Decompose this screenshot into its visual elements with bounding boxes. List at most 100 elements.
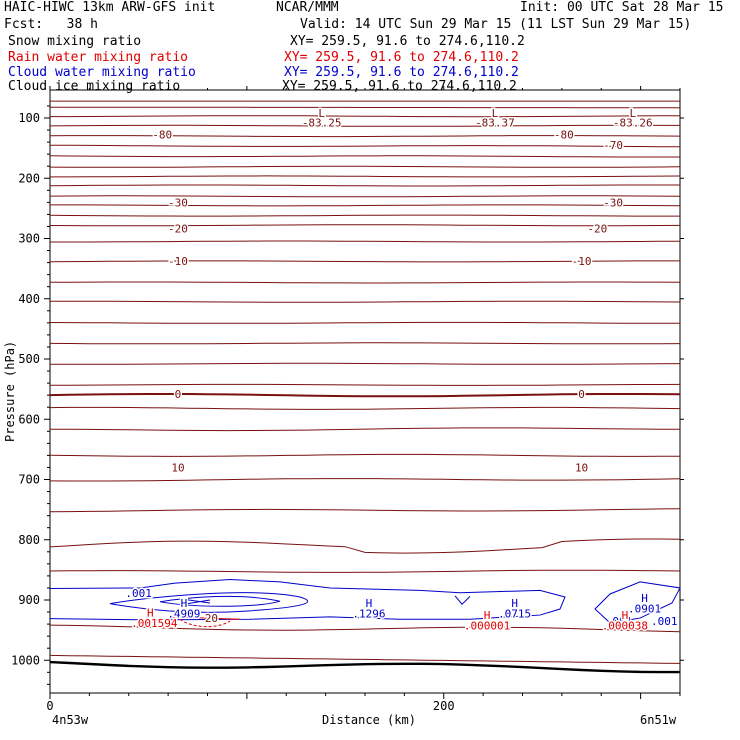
- isotherm-line: [49, 393, 681, 398]
- y-tick-label: 700: [18, 473, 40, 487]
- x-tick-label: 200: [433, 699, 455, 713]
- isotherm-label: -80: [152, 128, 172, 141]
- isotherm-line: [49, 383, 681, 386]
- isotherm-line: [49, 508, 681, 513]
- cloud-water-contour: [179, 598, 211, 606]
- cloud-water-max-value: .1296: [352, 607, 385, 620]
- cloud-water-max-symbol: H: [511, 597, 518, 610]
- isotherm-line: [49, 165, 681, 168]
- isotherm-line: [49, 144, 681, 148]
- isotherm-line: [50, 300, 681, 303]
- y-tick-label: 500: [18, 352, 40, 366]
- field-name-cloud-water: Cloud water mixing ratio: [8, 65, 196, 80]
- isotherm-line: [49, 155, 680, 158]
- isotherm-line: [50, 175, 681, 178]
- cloud-water-contour-label: .001: [606, 615, 633, 628]
- isotherm-line: [49, 135, 681, 138]
- isotherm-line: [49, 195, 681, 198]
- rain-water-max-symbol: H: [622, 609, 629, 622]
- isotherm-label: -30: [603, 196, 623, 209]
- x-right-location: 6n51w: [640, 713, 677, 727]
- y-tick-label: 400: [18, 292, 40, 306]
- isotherm-line: [49, 624, 681, 633]
- low-value: -83.26: [613, 116, 653, 129]
- isotherm-line: [49, 224, 681, 227]
- isotherm-line: [49, 427, 680, 432]
- low-symbol: L: [318, 107, 325, 120]
- model-title: HAIC-HIWC 13km ARW-GFS init: [4, 0, 216, 15]
- isotherm-line: [49, 281, 681, 284]
- isotherm-label: -70: [603, 139, 623, 152]
- forecast-hour: Fcst: 38 h: [4, 17, 98, 32]
- cloud-water-max-symbol: H: [181, 597, 188, 610]
- field-name-rain: Rain water mixing ratio: [8, 50, 189, 65]
- rain-water-contour: [179, 618, 231, 628]
- isotherm-label: -30: [168, 196, 188, 209]
- field-xy-snow: XY= 259.5, 91.6 to 274.6,110.2: [290, 34, 525, 49]
- init-time: Init: 00 UTC Sat 28 Mar 15: [520, 0, 724, 15]
- cloud-water-contour: [109, 592, 308, 613]
- isotherm-label: 0: [578, 388, 585, 401]
- cloud-water-contour: [594, 581, 681, 624]
- cloud-water-max-value: .0715: [498, 607, 531, 620]
- isotherm-label: 20: [205, 612, 218, 625]
- isotherm-line: [49, 478, 681, 482]
- isotherm-line: [50, 362, 681, 365]
- isotherm-line: [49, 538, 681, 554]
- y-tick-label: 100: [18, 111, 40, 125]
- rain-water-max-value: .000001: [464, 619, 510, 632]
- y-tick-label: 300: [18, 232, 40, 246]
- field-name-snow: Snow mixing ratio: [8, 34, 142, 49]
- isotherm-line: [49, 453, 681, 457]
- isotherm-line: [49, 660, 680, 674]
- isotherm-label: 10: [575, 461, 588, 474]
- x-left-location: 4n53w: [52, 713, 89, 727]
- isotherm-line: [49, 342, 681, 345]
- isotherm-label: -10: [168, 255, 188, 268]
- isotherm-line: [49, 569, 681, 573]
- isotherm-line: [50, 115, 681, 118]
- rain-water-max-value: .001594: [131, 617, 178, 630]
- isotherm-label: -80: [554, 128, 574, 141]
- isotherm-line: [50, 204, 681, 207]
- cloud-water-max-symbol: H: [641, 592, 648, 605]
- cloud-water-max-value: .4909: [167, 607, 200, 620]
- y-axis-label: Pressure (hPa): [3, 341, 17, 442]
- isotherm-line: [50, 106, 681, 109]
- field-xy-rain: XY= 259.5, 91.6 to 274.6,110.2: [284, 50, 519, 65]
- isotherm-line: [49, 214, 680, 217]
- y-tick-label: 800: [18, 533, 40, 547]
- isotherm-label: 0: [175, 388, 182, 401]
- isotherm-line: [49, 406, 681, 410]
- y-tick-label: 900: [18, 593, 40, 607]
- isotherm-label: -10: [572, 255, 592, 268]
- isotherm-line: [49, 184, 680, 187]
- y-tick-label: 600: [18, 412, 40, 426]
- low-symbol: L: [629, 107, 636, 120]
- low-symbol: L: [492, 107, 499, 120]
- isotherm-line: [49, 321, 680, 324]
- isotherm-line: [49, 260, 680, 263]
- x-tick-label: 0: [46, 699, 53, 713]
- x-axis-label: Distance (km): [322, 713, 416, 727]
- cloud-water-max-symbol: H: [366, 597, 373, 610]
- cloud-water-contour-label: .001: [125, 587, 152, 600]
- low-value: -83.37: [475, 116, 515, 129]
- rain-water-max-symbol: H: [147, 607, 154, 620]
- rain-water-max-value: .000038: [602, 619, 648, 632]
- institution-label: NCAR/MMM: [276, 0, 339, 15]
- y-tick-label: 200: [18, 171, 40, 185]
- isotherm-label: -20: [168, 222, 188, 235]
- cloud-water-max-value: .0901: [628, 602, 661, 615]
- field-xy-cloud-water: XY= 259.5, 91.6 to 274.6,110.2: [284, 65, 519, 80]
- cloud-water-contour: [454, 595, 471, 605]
- isotherm-line: [50, 240, 681, 243]
- rain-water-contour: [169, 616, 241, 620]
- low-value: -83.25: [302, 116, 342, 129]
- isotherm-label: 10: [171, 461, 184, 474]
- isotherm-line: [49, 654, 681, 664]
- isotherm-line: [49, 124, 680, 127]
- cloud-water-contour: [49, 579, 566, 621]
- rain-water-max-symbol: H: [484, 609, 491, 622]
